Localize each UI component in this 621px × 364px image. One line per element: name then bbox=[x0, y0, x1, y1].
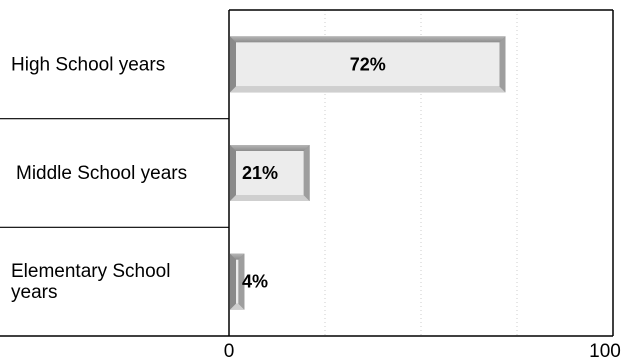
bar bbox=[230, 253, 245, 310]
data-label: 72% bbox=[350, 54, 386, 74]
x-axis-ticks: 0 100 bbox=[224, 341, 621, 362]
category-label: Elementary School years bbox=[11, 261, 170, 303]
bars: 72% 21% 4% bbox=[230, 36, 506, 310]
category-label: High School years bbox=[11, 54, 165, 75]
data-label: 21% bbox=[242, 163, 278, 183]
x-tick-label: 100 bbox=[589, 341, 621, 362]
x-tick-label: 0 bbox=[224, 341, 235, 362]
chart-frame bbox=[0, 9, 614, 337]
bar bbox=[230, 145, 310, 201]
category-labels: High School years Middle School years Elem… bbox=[11, 54, 187, 303]
bar bbox=[230, 36, 506, 93]
data-label: 4% bbox=[242, 272, 268, 292]
category-label: Middle School years bbox=[16, 163, 187, 184]
